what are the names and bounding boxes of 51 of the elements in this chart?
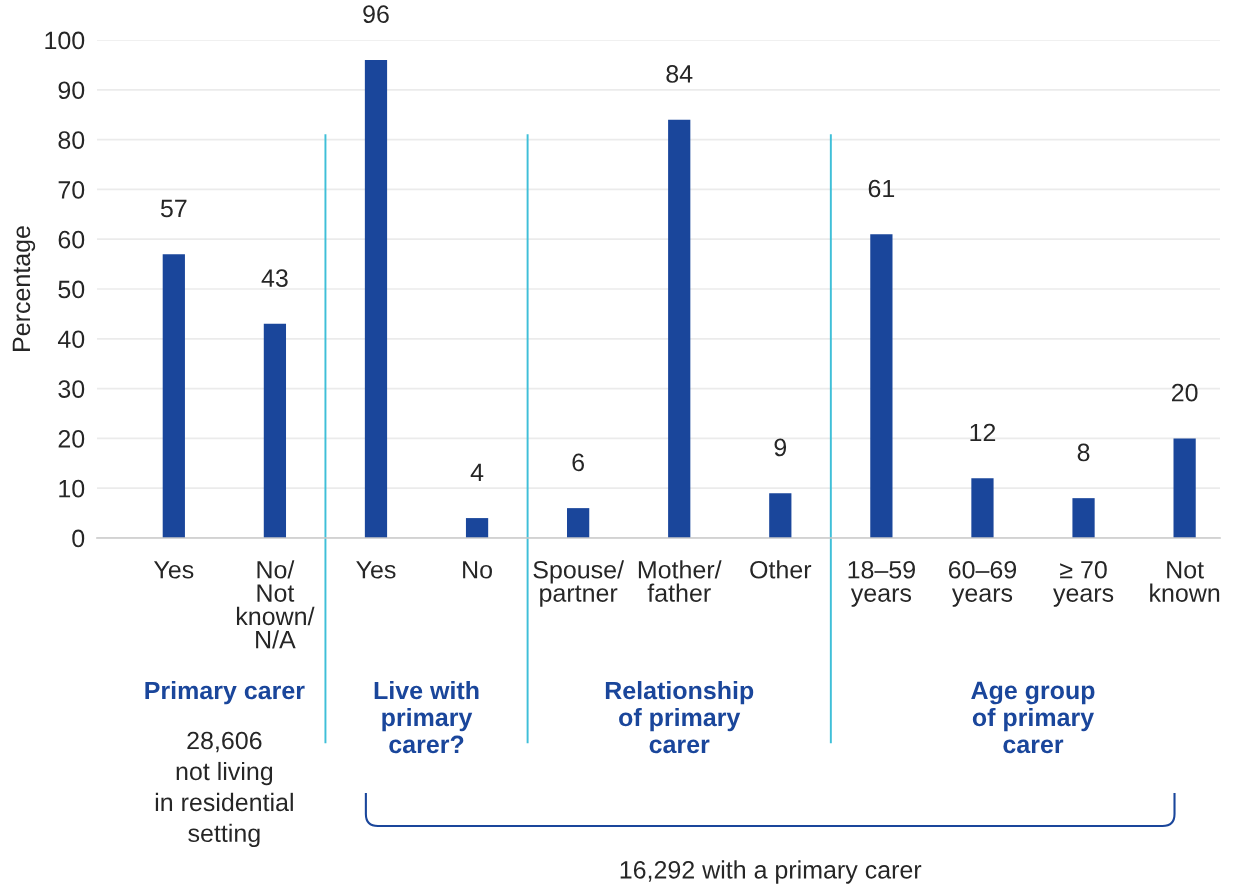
y-tick-label: 60 xyxy=(58,230,85,249)
data-label: 9 xyxy=(774,438,787,457)
y-tick-label: 40 xyxy=(57,330,85,349)
x-tick-label: Spouse/ partner xyxy=(533,560,625,607)
x-tick-label: 18–59 years xyxy=(848,560,915,607)
bar xyxy=(668,119,691,538)
bar xyxy=(1072,498,1095,538)
bar xyxy=(971,478,994,538)
text: 28,606 not living in residential setting xyxy=(155,731,293,848)
bar xyxy=(364,59,388,538)
y-tick-label: 90 xyxy=(58,81,85,100)
y-tick-label: 20 xyxy=(58,430,85,448)
y-axis-title: Percentage xyxy=(12,226,36,351)
bar xyxy=(769,493,792,538)
data-label: 96 xyxy=(363,5,389,24)
x-tick-label: Other xyxy=(750,560,812,579)
bar xyxy=(1173,438,1196,538)
x-tick-label: No/ Not known/ N/A xyxy=(236,560,315,649)
bar xyxy=(870,234,893,538)
data-label: 61 xyxy=(868,179,895,198)
data-label: 57 xyxy=(160,199,187,218)
data-label: 4 xyxy=(470,463,484,481)
x-tick-label: 60–69 years xyxy=(948,560,1017,607)
data-label: 12 xyxy=(970,423,996,442)
x-tick-label: Yes xyxy=(356,561,396,579)
x-tick-label: Not known xyxy=(1150,561,1220,602)
text: Primary carer xyxy=(145,681,305,705)
text: Live with primary carer? xyxy=(374,681,479,754)
text: Relationship of primary carer xyxy=(605,681,754,754)
y-tick-label: 80 xyxy=(58,131,85,149)
x-tick-label: Yes xyxy=(153,561,194,579)
y-tick-label: 30 xyxy=(58,380,85,398)
data-label: 43 xyxy=(261,269,288,287)
y-tick-label: 100 xyxy=(45,31,85,50)
data-label: 20 xyxy=(1171,383,1198,402)
y-tick-label: 50 xyxy=(58,280,85,299)
data-label: 6 xyxy=(572,453,584,472)
x-tick-label: ≥ 70 years xyxy=(1053,560,1114,607)
y-tick-label: 10 xyxy=(59,479,85,498)
data-label: 8 xyxy=(1077,443,1090,462)
data-label: 84 xyxy=(666,65,693,83)
y-tick-label: 70 xyxy=(58,181,85,199)
bar xyxy=(263,323,287,538)
x-tick-label: No xyxy=(463,561,492,579)
text: Age group of primary carer xyxy=(971,681,1095,754)
bar xyxy=(465,518,489,538)
text: 16,292 with a primary carer xyxy=(620,860,922,884)
bar xyxy=(567,508,590,538)
bar xyxy=(162,254,185,538)
x-tick-label: Mother/ father xyxy=(638,560,722,602)
y-tick-label: 0 xyxy=(72,529,85,548)
